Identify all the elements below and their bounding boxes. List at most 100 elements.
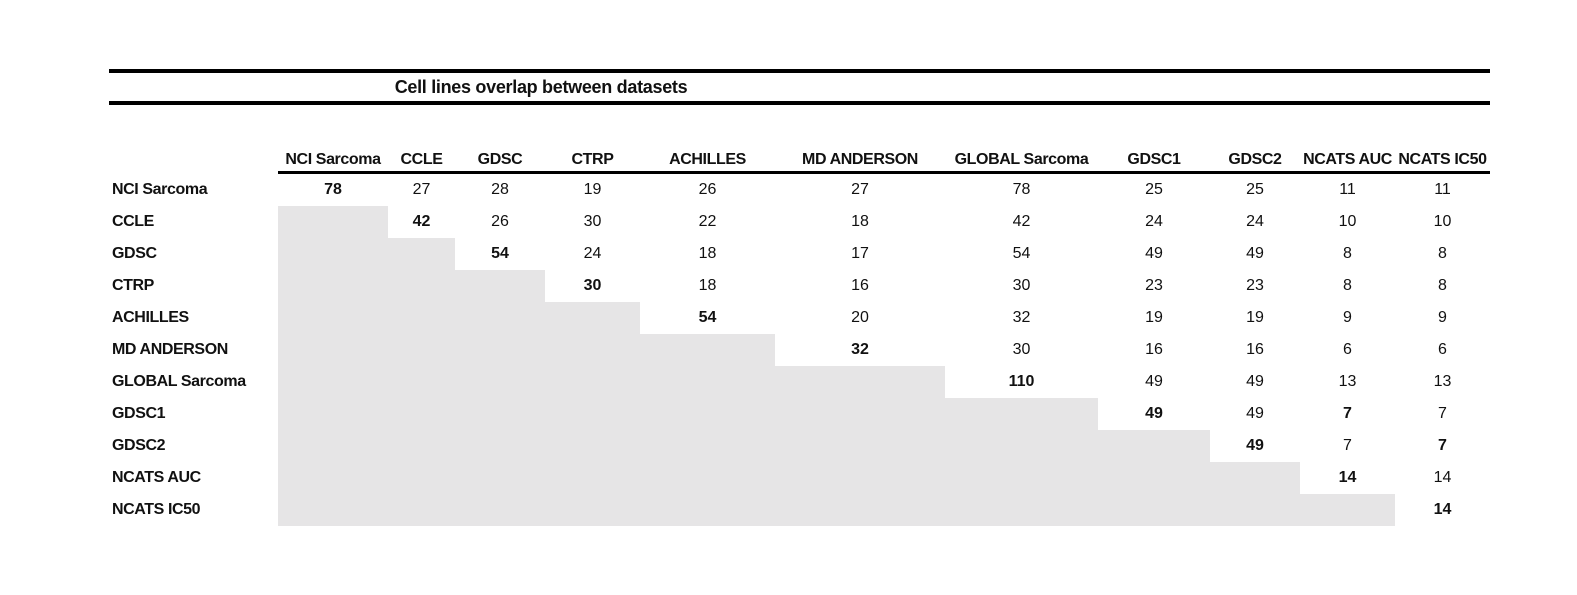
matrix-cell <box>278 270 388 302</box>
row-header-global-sarcoma: GLOBAL Sarcoma <box>112 373 246 390</box>
row-header-ccle: CCLE <box>112 213 154 230</box>
figure-title: Cell lines overlap between datasets <box>394 77 688 97</box>
matrix-cell: 49 <box>1246 245 1264 262</box>
matrix-cell: 26 <box>491 213 509 230</box>
matrix-cell <box>278 334 388 366</box>
matrix-cell <box>278 366 388 398</box>
top-rule <box>109 69 1490 73</box>
col-header-ctrp: CTRP <box>545 138 640 174</box>
matrix-cell: 78 <box>1012 181 1031 198</box>
matrix-cell: 32 <box>1012 309 1031 326</box>
matrix-cell: 16 <box>1246 341 1264 358</box>
col-header-ccle: CCLE <box>388 138 455 174</box>
matrix-cell: 54 <box>491 245 509 262</box>
row-header-gdsc1: GDSC1 <box>112 405 166 422</box>
matrix-cell <box>775 366 945 398</box>
matrix-cell <box>278 302 388 334</box>
matrix-cell <box>388 334 455 366</box>
matrix-corner-cell <box>109 138 278 171</box>
matrix-cell <box>278 206 388 238</box>
matrix-cell: 14 <box>1433 501 1452 518</box>
matrix-cell: 42 <box>412 213 431 230</box>
matrix-cell: 18 <box>698 277 717 294</box>
matrix-cell: 32 <box>851 341 869 358</box>
matrix-cell <box>278 398 388 430</box>
col-header-achilles: ACHILLES <box>640 138 775 174</box>
matrix-cell: 17 <box>851 245 869 262</box>
col-header-md-anderson: MD ANDERSON <box>775 138 945 174</box>
matrix-cell: 8 <box>1343 245 1352 262</box>
matrix-cell: 10 <box>1433 213 1452 230</box>
matrix-cell <box>388 366 455 398</box>
matrix-cell <box>1098 430 1210 462</box>
matrix-cell: 11 <box>1339 181 1356 198</box>
matrix-cell: 14 <box>1338 469 1357 486</box>
matrix-cell: 9 <box>1438 309 1447 326</box>
matrix-cell: 7 <box>1343 405 1352 422</box>
matrix-cell: 23 <box>1246 277 1264 294</box>
matrix-cell: 16 <box>851 277 869 294</box>
matrix-cell: 20 <box>851 309 869 326</box>
matrix-cell: 30 <box>1012 341 1031 358</box>
matrix-cell <box>945 462 1098 494</box>
matrix-cell <box>1300 494 1395 526</box>
matrix-cell <box>388 398 455 430</box>
matrix-cell <box>640 334 775 366</box>
matrix-cell: 30 <box>583 213 602 230</box>
matrix-cell <box>945 398 1098 430</box>
col-header-ncats-auc: NCATS AUC <box>1300 138 1395 174</box>
matrix-cell <box>945 494 1098 526</box>
title-bottom-rule <box>109 101 1490 105</box>
matrix-cell: 22 <box>698 213 717 230</box>
matrix-cell: 42 <box>1012 213 1031 230</box>
matrix-cell: 13 <box>1433 373 1452 390</box>
matrix-cell <box>1210 494 1300 526</box>
matrix-cell <box>775 430 945 462</box>
matrix-cell: 19 <box>1145 309 1163 326</box>
matrix-cell <box>455 302 545 334</box>
matrix-cell: 6 <box>1438 341 1447 358</box>
overlap-matrix-table: NCI Sarcoma CCLE GDSC CTRP ACHILLES MD ANDERS… <box>109 138 1490 526</box>
col-header-gdsc2: GDSC2 <box>1210 138 1300 174</box>
matrix-cell: 26 <box>698 181 717 198</box>
row-header-ncats-auc: NCATS AUC <box>112 469 201 486</box>
matrix-cell <box>640 462 775 494</box>
matrix-cell <box>545 494 640 526</box>
matrix-cell: 49 <box>1246 437 1264 454</box>
matrix-cell: 16 <box>1145 341 1163 358</box>
matrix-cell: 27 <box>412 181 431 198</box>
matrix-cell: 24 <box>1145 213 1163 230</box>
matrix-cell <box>388 430 455 462</box>
matrix-cell: 54 <box>1012 245 1031 262</box>
row-header-ctrp: CTRP <box>112 277 154 294</box>
matrix-cell: 24 <box>583 245 602 262</box>
matrix-cell: 49 <box>1145 405 1163 422</box>
matrix-cell: 7 <box>1343 437 1352 454</box>
matrix-cell <box>455 334 545 366</box>
matrix-cell <box>388 270 455 302</box>
matrix-cell <box>388 302 455 334</box>
col-header-nci-sarcoma: NCI Sarcoma <box>278 138 388 174</box>
matrix-cell: 25 <box>1145 181 1163 198</box>
col-header-ncats-ic50: NCATS IC50 <box>1395 138 1490 174</box>
col-header-global-sarcoma: GLOBAL Sarcoma <box>945 138 1098 174</box>
matrix-cell: 7 <box>1438 437 1447 454</box>
matrix-cell <box>640 430 775 462</box>
matrix-cell <box>278 462 388 494</box>
matrix-cell: 78 <box>324 181 342 198</box>
figure-canvas: Cell lines overlap between datasets NCI … <box>109 0 1490 595</box>
matrix-cell: 8 <box>1343 277 1352 294</box>
matrix-cell <box>455 366 545 398</box>
col-header-gdsc: GDSC <box>455 138 545 174</box>
matrix-cell <box>545 334 640 366</box>
matrix-cell <box>388 462 455 494</box>
matrix-cell <box>455 462 545 494</box>
matrix-cell <box>775 494 945 526</box>
matrix-cell: 19 <box>1246 309 1264 326</box>
matrix-cell: 7 <box>1438 405 1447 422</box>
matrix-cell <box>545 366 640 398</box>
matrix-cell <box>455 398 545 430</box>
matrix-cell: 49 <box>1145 245 1163 262</box>
matrix-cell: 6 <box>1343 341 1352 358</box>
